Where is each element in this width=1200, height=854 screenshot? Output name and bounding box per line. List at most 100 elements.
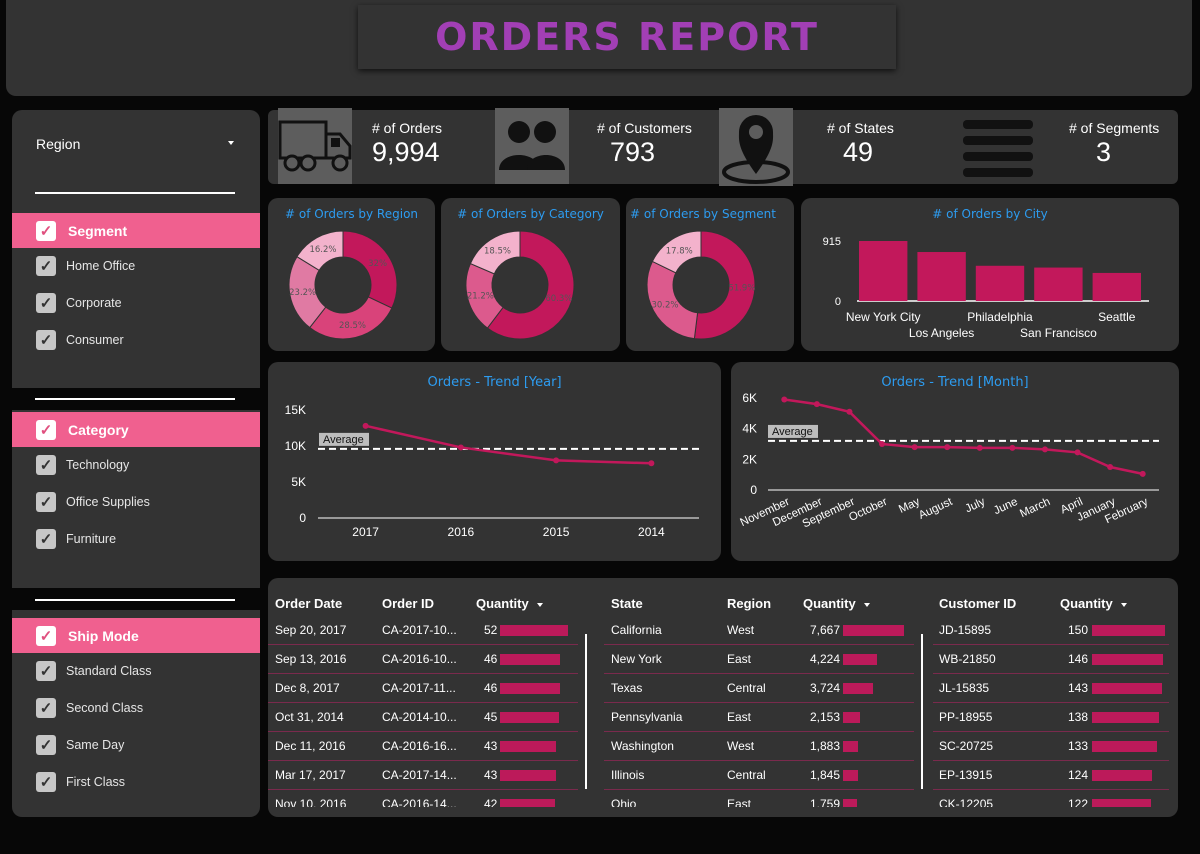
column-header[interactable]: Quantity [476,596,543,611]
trend-point[interactable] [1074,449,1081,456]
trend-point[interactable] [846,408,853,415]
checkbox-icon[interactable]: ✓ [36,256,56,276]
table-row[interactable]: WB-21850 146 [933,645,1169,674]
region-dropdown[interactable]: Region [12,110,260,178]
checkbox-icon[interactable]: ✓ [36,661,56,681]
city-bar[interactable] [975,265,1025,301]
table-row[interactable]: Texas Central 3,724 [604,674,914,703]
quantity-bar [843,741,858,752]
table-row[interactable]: JL-15835 143 [933,674,1169,703]
segment-filter-header[interactable]: ✓ Segment [12,213,260,248]
table-row[interactable]: California West 7,667 [604,616,914,645]
tables-root: Order Date Order ID Quantity Sep 20, 2017 CA… [268,578,1178,807]
y-tick-label: 10K [285,439,306,453]
table-row[interactable]: Mar 17, 2017 CA-2017-14... 43 [268,761,578,790]
city-bar[interactable] [917,252,966,301]
table-row[interactable]: Sep 13, 2016 CA-2016-10... 46 [268,645,578,674]
donut-slice[interactable] [296,230,344,272]
column-header-label: State [611,596,643,611]
table-row[interactable]: Sep 20, 2017 CA-2017-10... 52 [268,616,578,645]
sort-desc-icon[interactable] [863,602,870,607]
trend-point[interactable] [976,444,983,451]
category-option[interactable]: ✓ Furniture [36,527,116,551]
quantity-bar [500,770,557,781]
trend-point[interactable] [648,460,655,467]
kpi-customers-value: 793 [610,137,656,167]
checkbox-icon[interactable]: ✓ [36,220,56,241]
ship-mode-option[interactable]: ✓ Standard Class [36,659,151,683]
ship-mode-option[interactable]: ✓ Same Day [36,733,124,757]
state-cell: Illinois [611,768,645,782]
trend-point[interactable] [944,444,951,451]
trend-point[interactable] [1041,446,1048,453]
trend-point[interactable] [553,457,560,464]
table-row[interactable]: Dec 8, 2017 CA-2017-11... 46 [268,674,578,703]
trend-point[interactable] [457,444,464,451]
donut-slice[interactable] [469,230,521,275]
trend-point[interactable] [911,444,918,451]
donut-slice[interactable] [486,230,575,340]
trend-point[interactable] [362,422,369,429]
category-option[interactable]: ✓ Office Supplies [36,490,150,514]
order-date-cell: Dec 11, 2016 [275,739,346,753]
x-tick-label: August [917,496,955,522]
trend-point[interactable] [1009,444,1016,451]
quantity-bar [843,683,873,694]
donut-slice[interactable] [651,230,702,274]
checkbox-icon[interactable]: ✓ [36,698,56,718]
donut-slice[interactable] [693,230,756,340]
checkbox-icon[interactable]: ✓ [36,529,56,549]
donut-slice[interactable] [342,230,398,309]
checkbox-icon[interactable]: ✓ [36,330,56,350]
checkbox-icon[interactable]: ✓ [36,293,56,313]
table-row[interactable]: SC-20725 133 [933,732,1169,761]
table-row[interactable]: Washington West 1,883 [604,732,914,761]
state-cell: California [611,623,662,637]
table-row[interactable]: Illinois Central 1,845 [604,761,914,790]
table-row[interactable]: Ohio East 1,759 [604,790,914,807]
quantity-cell: 3,724 [810,681,841,695]
table-row[interactable]: Pennsylvania East 2,153 [604,703,914,732]
table-row[interactable]: JD-15895 150 [933,616,1169,645]
sort-desc-icon[interactable] [1120,602,1127,607]
category-filter-header[interactable]: ✓ Category [12,412,260,447]
ship-mode-option[interactable]: ✓ Second Class [36,696,143,720]
quantity-cell: 1,759 [810,797,841,807]
table-row[interactable]: New York East 4,224 [604,645,914,674]
segment-option[interactable]: ✓ Home Office [36,254,135,278]
column-header[interactable]: Quantity [803,596,870,611]
table-row[interactable]: Nov 10, 2016 CA-2016-14... 42 [268,790,578,807]
sort-desc-icon[interactable] [536,602,543,607]
ship-mode-option[interactable]: ✓ First Class [36,770,125,794]
category-option[interactable]: ✓ Technology [36,453,129,477]
quantity-cell: 138 [1068,710,1089,724]
table-row[interactable]: CK-12205 122 [933,790,1169,807]
checkbox-icon[interactable]: ✓ [36,492,56,512]
checkbox-icon[interactable]: ✓ [36,772,56,792]
month-trend-panel: Orders - Trend [Month] 6K 4K 2K 0 Average Nov… [731,362,1179,561]
checkbox-icon[interactable]: ✓ [36,455,56,475]
city-bar-chart: 915 0 New York City Los Angeles Philadelphia… [823,236,1149,340]
trend-point[interactable] [1107,464,1114,470]
quantity-cell: 1,883 [810,739,841,753]
x-tick-label: San Francisco [1020,326,1097,340]
checkbox-icon[interactable]: ✓ [36,419,56,440]
column-header[interactable]: Quantity [1060,596,1127,611]
trend-point[interactable] [1139,470,1146,477]
quantity-cell: 7,667 [810,623,841,637]
trend-point[interactable] [781,396,788,403]
table-row[interactable]: Oct 31, 2014 CA-2014-10... 45 [268,703,578,732]
checkbox-icon[interactable]: ✓ [36,625,56,646]
ship-mode-filter-header[interactable]: ✓ Ship Mode [12,618,260,653]
city-bar[interactable] [859,241,908,301]
segment-option[interactable]: ✓ Consumer [36,328,124,352]
table-row[interactable]: EP-13915 124 [933,761,1169,790]
table-row[interactable]: PP-18955 138 [933,703,1169,732]
checkbox-icon[interactable]: ✓ [36,735,56,755]
trend-point[interactable] [813,401,820,408]
table-row[interactable]: Dec 11, 2016 CA-2016-16... 43 [268,732,578,761]
city-bar[interactable] [1034,267,1083,301]
trend-point[interactable] [879,441,886,447]
city-bar[interactable] [1092,272,1141,301]
segment-option[interactable]: ✓ Corporate [36,291,122,315]
